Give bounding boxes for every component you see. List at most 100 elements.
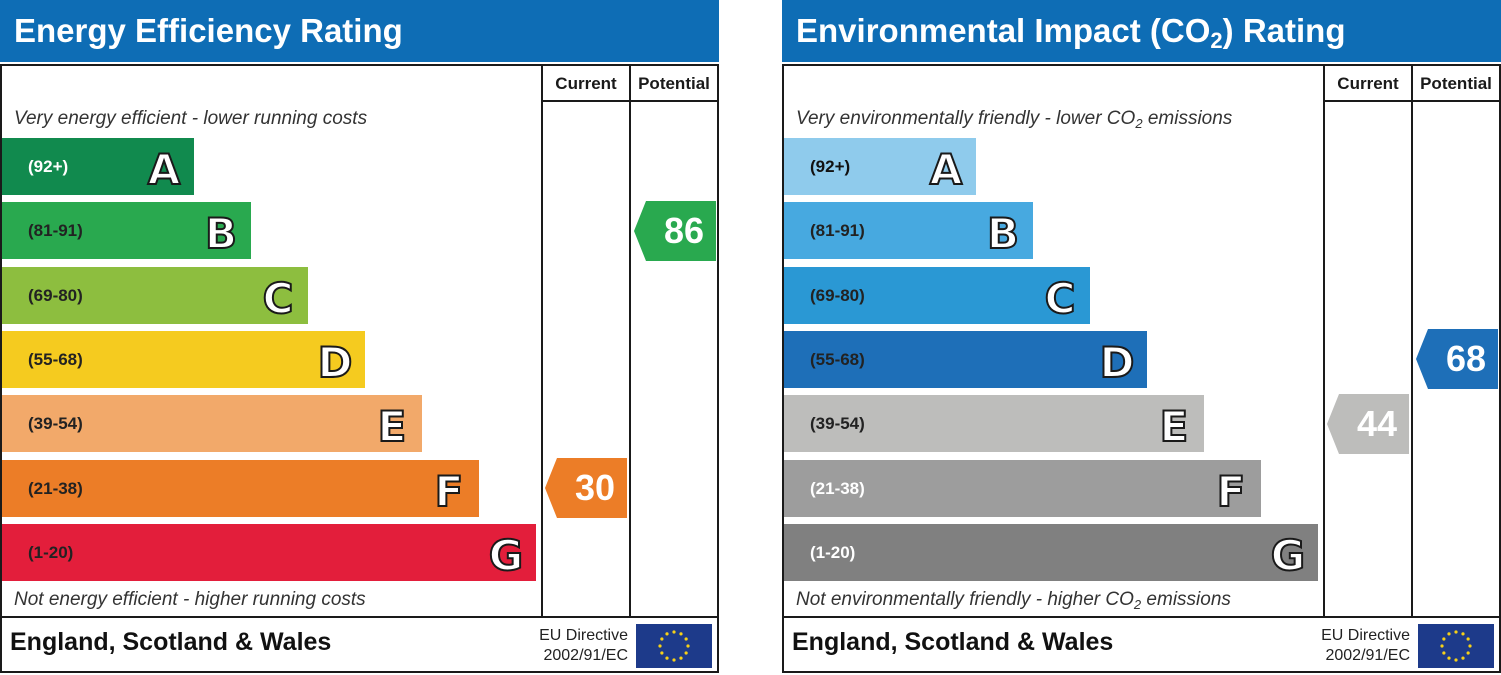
band-g: (1-20) G: [2, 523, 536, 581]
band-letter-text: C: [1045, 274, 1076, 322]
top-note: Very environmentally friendly - lower CO…: [796, 108, 1233, 131]
footer-rule: [0, 616, 719, 618]
band-letter: D: [317, 337, 354, 386]
band-letter-text: A: [930, 145, 963, 193]
band-range-label: (55-68): [28, 349, 83, 369]
column-divider: [629, 64, 631, 618]
band-range-label: (81-91): [28, 221, 83, 241]
potential-column-header: Potential: [1420, 74, 1492, 93]
eu-star-icon: [1468, 644, 1472, 648]
energy-efficiency-panel: Energy Efficiency Rating Current Potenti…: [0, 0, 719, 675]
band-range-label: (1-20): [810, 542, 856, 562]
band-range-label: (39-54): [810, 414, 865, 434]
eu-directive-line1: EU Directive: [539, 627, 628, 644]
band-b: (81-91) B: [784, 202, 1033, 260]
band-d: (55-68) D: [2, 330, 365, 388]
rating-value: 30: [574, 467, 616, 508]
footer-rule: [782, 616, 1501, 618]
band-letter-text: G: [489, 531, 523, 579]
potential-rating-arrow: 86: [634, 200, 716, 261]
band-b: (81-91) B: [2, 202, 251, 260]
eu-star-icon: [1466, 637, 1470, 641]
bottom-note: Not energy efficient - higher running co…: [14, 589, 366, 610]
eu-flag-icon: [636, 624, 712, 668]
eu-directive-text: EU Directive 2002/91/EC: [1300, 626, 1410, 666]
eu-star-icon: [658, 644, 662, 648]
eu-star-icon: [1466, 651, 1470, 655]
band-letter: A: [929, 144, 964, 193]
band-range-label: (21-38): [810, 478, 865, 498]
band-range-label: (92+): [810, 157, 851, 176]
eu-star-icon: [684, 637, 688, 641]
band-letter: G: [1270, 530, 1306, 579]
band-letter-text: E: [1160, 402, 1189, 450]
eu-directive-line2: 2002/91/EC: [1325, 647, 1410, 664]
eu-directive-text: EU Directive 2002/91/EC: [518, 626, 628, 666]
eu-star-icon: [1454, 658, 1458, 662]
band-f: (21-38) F: [2, 459, 479, 517]
band-range-label: (21-38): [28, 478, 83, 498]
eu-star-icon: [1461, 632, 1465, 636]
band-letter-text: F: [1217, 467, 1246, 515]
region-label: England, Scotland & Wales: [792, 628, 1114, 656]
band-range-label: (81-91): [810, 221, 865, 241]
eu-star-icon: [665, 656, 669, 660]
chart-frame: [782, 64, 1501, 673]
column-header-rule: [541, 100, 719, 102]
band-letter-text: A: [148, 145, 181, 193]
band-letter-text: B: [205, 209, 237, 257]
column-divider: [541, 64, 543, 618]
current-column-header: Current: [1337, 74, 1399, 93]
band-letter-text: D: [1100, 338, 1135, 386]
band-c: (69-80) C: [784, 266, 1090, 324]
band-d: (55-68) D: [784, 330, 1147, 388]
eu-star-icon: [660, 651, 664, 655]
band-letter: A: [147, 144, 182, 193]
band-f: (21-38) F: [784, 459, 1261, 517]
band-letter: E: [377, 401, 408, 450]
column-header-rule: [1323, 100, 1501, 102]
eu-star-icon: [1447, 656, 1451, 660]
band-letter: F: [434, 466, 465, 515]
band-letter: D: [1099, 337, 1136, 386]
band-letter: B: [204, 208, 238, 257]
band-letter-text: B: [987, 209, 1019, 257]
eu-star-icon: [1454, 630, 1458, 634]
rating-arrow-shape: [545, 458, 627, 518]
band-letter-text: F: [435, 467, 464, 515]
band-letter: E: [1159, 401, 1190, 450]
eu-star-icon: [1442, 637, 1446, 641]
eu-star-icon: [679, 632, 683, 636]
band-letter: C: [1044, 273, 1077, 322]
band-range-label: (92+): [28, 157, 69, 176]
band-letter-text: C: [263, 274, 294, 322]
rating-arrow-shape: [634, 200, 716, 261]
band-letter-text: E: [378, 402, 407, 450]
band-e: (39-54) E: [784, 395, 1204, 453]
band-a: (92+) A: [784, 138, 976, 195]
column-divider: [1323, 64, 1325, 618]
band-range-label: (55-68): [810, 349, 865, 369]
chart-frame: [0, 64, 719, 673]
eu-star-icon: [1442, 651, 1446, 655]
rating-arrow-shape: [1327, 393, 1409, 454]
band-letter-text: D: [318, 338, 353, 386]
environmental-impact-title: Environmental Impact (CO2) Rating: [782, 0, 1501, 62]
eu-star-icon: [672, 630, 676, 634]
eu-flag-icon: [1418, 624, 1494, 668]
band-e: (39-54) E: [2, 395, 422, 453]
eu-directive-line2: 2002/91/EC: [543, 647, 628, 664]
region-label: England, Scotland & Wales: [10, 628, 332, 656]
rating-arrow-shape: [1416, 329, 1498, 390]
band-letter-text: G: [1271, 531, 1305, 579]
band-letter: C: [262, 273, 295, 322]
band-letter: B: [986, 208, 1020, 257]
band-a: (92+) A: [2, 138, 194, 195]
eu-star-icon: [686, 644, 690, 648]
current-rating-arrow: 30: [545, 458, 627, 518]
band-g: (1-20) G: [784, 523, 1318, 581]
potential-column-header: Potential: [638, 74, 710, 93]
eu-star-icon: [1440, 644, 1444, 648]
band-range-label: (69-80): [810, 285, 865, 305]
rating-value: 86: [663, 209, 705, 251]
